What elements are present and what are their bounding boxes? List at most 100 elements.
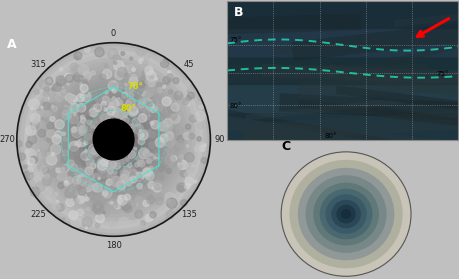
Circle shape xyxy=(142,80,147,85)
Circle shape xyxy=(87,120,91,124)
Circle shape xyxy=(81,91,91,102)
Circle shape xyxy=(97,215,102,219)
Circle shape xyxy=(23,165,27,169)
Circle shape xyxy=(99,110,106,118)
Circle shape xyxy=(112,97,115,100)
Circle shape xyxy=(107,48,118,59)
Circle shape xyxy=(28,99,39,109)
Circle shape xyxy=(60,101,70,111)
Circle shape xyxy=(23,147,26,150)
Circle shape xyxy=(56,170,67,180)
Circle shape xyxy=(62,218,65,220)
Circle shape xyxy=(25,149,29,153)
Circle shape xyxy=(75,141,81,147)
Circle shape xyxy=(113,100,124,111)
Circle shape xyxy=(108,166,118,176)
Circle shape xyxy=(138,159,144,165)
Circle shape xyxy=(93,204,104,215)
Circle shape xyxy=(115,71,124,80)
Circle shape xyxy=(67,95,73,101)
Circle shape xyxy=(186,102,190,106)
Circle shape xyxy=(126,157,132,162)
Circle shape xyxy=(130,176,137,183)
Circle shape xyxy=(30,175,34,179)
Circle shape xyxy=(84,82,89,87)
Circle shape xyxy=(81,77,89,85)
Circle shape xyxy=(149,142,155,148)
Circle shape xyxy=(89,144,99,154)
Circle shape xyxy=(92,198,94,201)
Circle shape xyxy=(122,171,129,178)
Circle shape xyxy=(106,117,109,120)
Circle shape xyxy=(93,183,102,192)
Circle shape xyxy=(87,150,96,159)
Circle shape xyxy=(189,133,195,139)
Text: 225: 225 xyxy=(30,210,46,219)
Circle shape xyxy=(151,121,159,129)
Circle shape xyxy=(61,88,67,95)
Circle shape xyxy=(90,116,137,163)
Circle shape xyxy=(46,155,56,165)
Circle shape xyxy=(166,148,174,155)
Circle shape xyxy=(122,66,128,73)
Circle shape xyxy=(131,177,134,180)
Circle shape xyxy=(107,159,117,169)
Circle shape xyxy=(134,179,145,189)
Circle shape xyxy=(56,78,67,88)
Circle shape xyxy=(42,176,51,186)
Circle shape xyxy=(143,150,150,157)
Circle shape xyxy=(108,99,116,106)
Circle shape xyxy=(87,155,92,160)
Circle shape xyxy=(43,91,49,97)
Circle shape xyxy=(155,54,163,62)
Circle shape xyxy=(67,139,74,145)
Circle shape xyxy=(124,178,129,183)
Circle shape xyxy=(112,177,121,186)
Circle shape xyxy=(73,65,82,74)
Circle shape xyxy=(81,155,85,159)
Circle shape xyxy=(66,177,73,184)
Circle shape xyxy=(139,129,142,132)
Circle shape xyxy=(21,47,207,232)
Circle shape xyxy=(138,81,145,88)
Text: 0: 0 xyxy=(111,28,116,38)
Circle shape xyxy=(167,82,169,85)
Circle shape xyxy=(118,68,127,77)
Circle shape xyxy=(31,121,39,129)
Circle shape xyxy=(67,93,160,186)
Circle shape xyxy=(68,114,78,124)
Circle shape xyxy=(78,150,84,157)
Circle shape xyxy=(64,181,69,186)
Circle shape xyxy=(44,191,49,195)
Circle shape xyxy=(26,141,32,148)
Circle shape xyxy=(126,188,129,190)
Circle shape xyxy=(74,199,79,203)
Circle shape xyxy=(179,160,181,162)
Circle shape xyxy=(135,196,143,204)
Circle shape xyxy=(145,106,151,113)
Circle shape xyxy=(98,110,100,112)
Circle shape xyxy=(95,206,103,215)
Circle shape xyxy=(130,57,133,60)
Circle shape xyxy=(28,135,37,144)
Circle shape xyxy=(36,187,39,190)
Ellipse shape xyxy=(320,189,372,239)
Text: 80°: 80° xyxy=(230,103,242,109)
Circle shape xyxy=(159,157,169,167)
Circle shape xyxy=(89,179,93,183)
Circle shape xyxy=(149,129,151,132)
Circle shape xyxy=(51,153,54,156)
Circle shape xyxy=(173,94,178,100)
Circle shape xyxy=(130,172,135,177)
Circle shape xyxy=(51,88,54,91)
Circle shape xyxy=(166,168,171,174)
Circle shape xyxy=(112,88,117,93)
Circle shape xyxy=(104,110,108,114)
Circle shape xyxy=(202,114,205,117)
Circle shape xyxy=(101,158,108,167)
Circle shape xyxy=(82,134,88,140)
Circle shape xyxy=(120,169,129,177)
Circle shape xyxy=(100,207,110,217)
Circle shape xyxy=(102,191,108,196)
Circle shape xyxy=(56,201,58,203)
